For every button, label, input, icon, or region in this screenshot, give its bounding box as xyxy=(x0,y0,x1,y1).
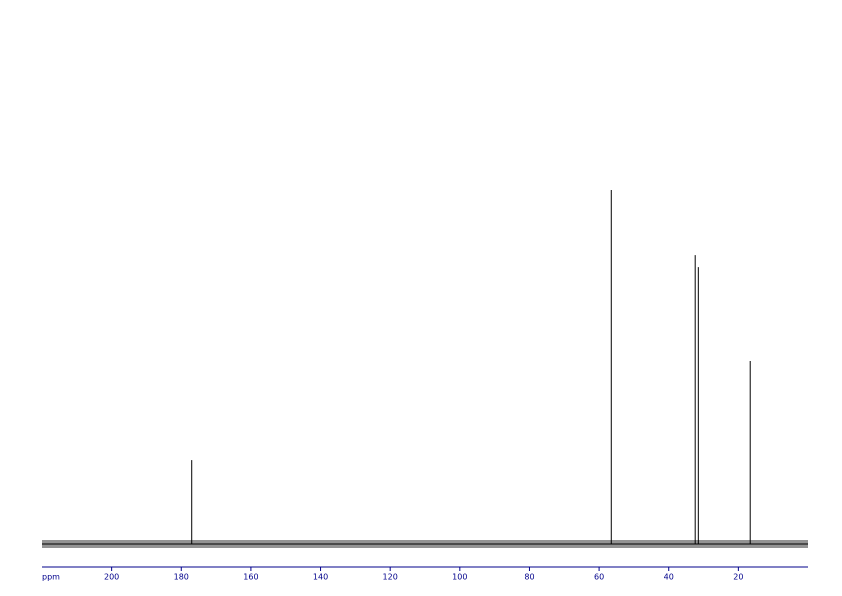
x-tick-label: 120 xyxy=(383,573,398,582)
x-tick-label: 140 xyxy=(313,573,328,582)
x-tick-label: 20 xyxy=(733,573,743,582)
x-tick-label: 80 xyxy=(524,573,534,582)
x-tick-label: 160 xyxy=(243,573,258,582)
x-tick-label: 180 xyxy=(174,573,189,582)
x-tick-label: 200 xyxy=(104,573,119,582)
x-tick-label: 100 xyxy=(452,573,467,582)
x-axis-label: ppm xyxy=(42,573,60,582)
x-tick-label: 40 xyxy=(664,573,674,582)
x-tick-label: 60 xyxy=(594,573,604,582)
